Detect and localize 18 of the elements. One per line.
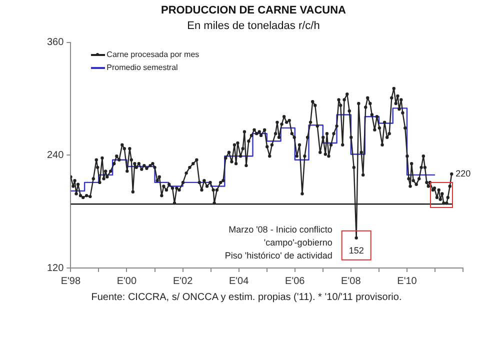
- x-tick-label: E'00: [116, 276, 137, 287]
- x-tick-label: E'02: [172, 276, 194, 287]
- chart-subtitle: En miles de toneladas r/c/h: [187, 20, 320, 32]
- annotation: Marzo '08 - Inicio conflicto 'campo'-gobierno Piso 'histórico' de actividad: [224, 224, 332, 260]
- y-tick-label: 240: [46, 150, 64, 161]
- legend-label: Promedio semestral: [106, 62, 178, 74]
- data-label: 152: [348, 245, 364, 256]
- legend-label: Carne procesada por mes: [106, 49, 200, 62]
- x-tick-label: E'98: [60, 276, 81, 287]
- x-tick-label: E'08: [341, 276, 362, 287]
- data-label: 220: [456, 168, 471, 178]
- x-tick-label: E'04: [228, 276, 250, 287]
- y-tick-label: 360: [46, 37, 64, 48]
- source-note: Fuente: CICCRA, s/ ONCCA y estim. propias ('11). * '10/'11 provisorio.: [90, 292, 403, 303]
- chart-title: PRODUCCION DE CARNE VACUNA: [161, 4, 346, 17]
- y-tick-label: 120: [46, 262, 64, 274]
- x-tick-label: E'06: [285, 276, 306, 287]
- x-tick-label: E'10: [397, 276, 418, 287]
